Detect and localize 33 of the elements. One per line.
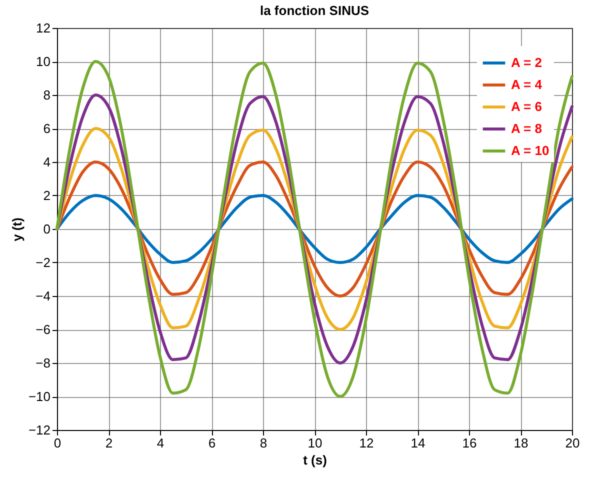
legend-label: A = 2 — [511, 55, 542, 70]
y-tick-label: −4 — [36, 288, 50, 304]
legend-label: A = 8 — [511, 121, 542, 136]
x-tick-label: 0 — [54, 436, 62, 450]
x-tick-label: 20 — [565, 436, 580, 450]
legend-label: A = 4 — [511, 77, 543, 92]
legend-label: A = 6 — [511, 99, 542, 114]
y-tick-label: −2 — [36, 255, 50, 270]
y-tick-label: 12 — [36, 20, 50, 36]
y-tick-label: 6 — [43, 121, 50, 136]
x-tick-label: 6 — [208, 436, 216, 450]
y-tick-label: 2 — [43, 188, 50, 203]
x-tick-label: 10 — [308, 436, 322, 450]
y-tick-label: 8 — [43, 88, 50, 102]
y-tick-label: 0 — [43, 222, 50, 236]
y-tick-label: −8 — [36, 356, 50, 370]
legend-label: A = 10 — [511, 143, 550, 158]
y-tick-label: −6 — [36, 322, 50, 337]
y-tick-label: 10 — [36, 54, 50, 69]
line-series — [56, 194, 574, 264]
x-tick-label: 4 — [156, 436, 164, 450]
x-axis-title: t (s) — [303, 452, 327, 468]
y-tick-label: −12 — [28, 422, 50, 438]
x-tick-label: 16 — [462, 436, 477, 450]
x-tick-label: 8 — [260, 436, 268, 450]
x-tick-label: 18 — [514, 436, 528, 450]
chart-title: la fonction SINUS — [260, 3, 370, 18]
y-tick-label: −10 — [28, 389, 50, 404]
x-tick-label: 12 — [359, 436, 374, 450]
x-tick-label: 2 — [105, 436, 113, 450]
x-tick-label: 14 — [410, 436, 426, 450]
y-axis-title: y (t) — [9, 218, 24, 242]
y-tick-label: 4 — [43, 154, 50, 170]
